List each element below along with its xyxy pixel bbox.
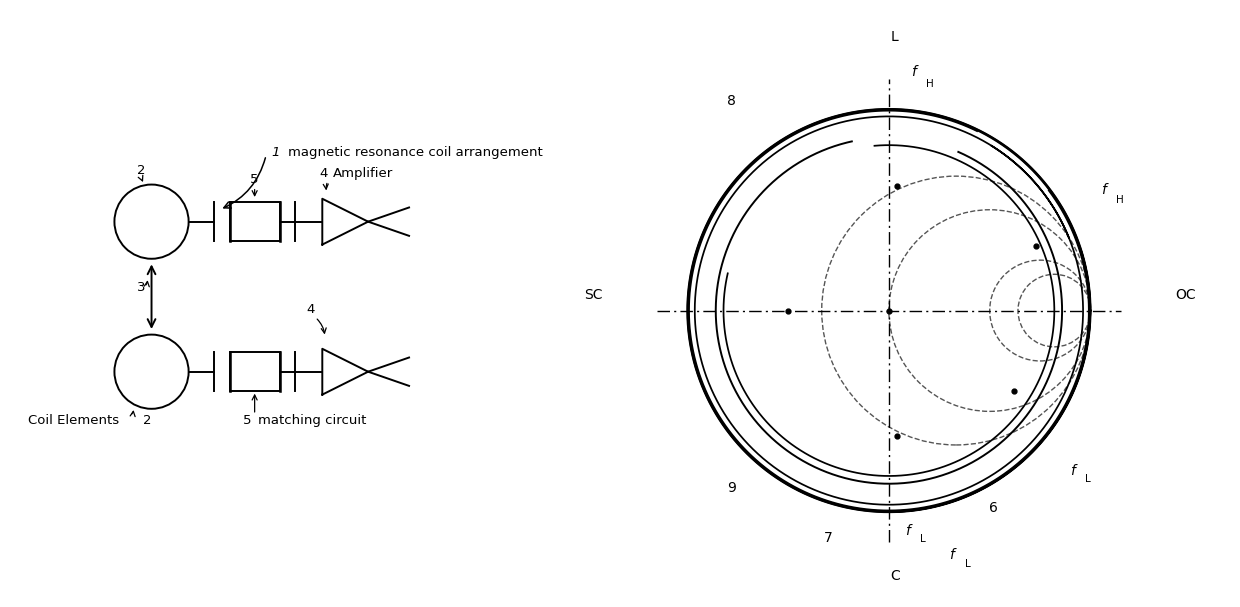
Text: 7: 7 [825, 531, 833, 546]
Text: 9: 9 [727, 481, 737, 495]
Text: OC: OC [1176, 288, 1195, 302]
Text: magnetic resonance coil arrangement: magnetic resonance coil arrangement [288, 146, 543, 160]
Text: C: C [890, 569, 900, 583]
Text: 4: 4 [319, 167, 327, 180]
Text: H: H [926, 79, 934, 89]
Text: 1: 1 [272, 146, 280, 160]
Text: Coil Elements: Coil Elements [27, 413, 119, 427]
Text: 8: 8 [727, 94, 737, 108]
Text: L: L [1085, 474, 1091, 484]
Text: 4: 4 [306, 304, 314, 316]
Text: matching circuit: matching circuit [258, 413, 366, 427]
Text: f: f [1101, 183, 1106, 197]
Text: f: f [950, 549, 955, 563]
Text: Amplifier: Amplifier [334, 167, 393, 180]
Text: f: f [1070, 464, 1075, 478]
Bar [229, 202, 280, 242]
Text: H: H [1116, 195, 1123, 205]
Text: L: L [892, 30, 899, 44]
Text: 5: 5 [243, 413, 252, 427]
Text: f: f [911, 65, 916, 79]
Text: L: L [965, 558, 970, 569]
Text: 3: 3 [136, 282, 145, 294]
Text: 5: 5 [249, 174, 258, 186]
Text: f: f [905, 524, 910, 538]
Bar [229, 352, 280, 392]
Text: L: L [920, 534, 926, 544]
Text: 6: 6 [990, 501, 998, 515]
Text: 2: 2 [136, 164, 145, 177]
Text: 2: 2 [144, 413, 151, 427]
Text: SC: SC [584, 288, 603, 302]
